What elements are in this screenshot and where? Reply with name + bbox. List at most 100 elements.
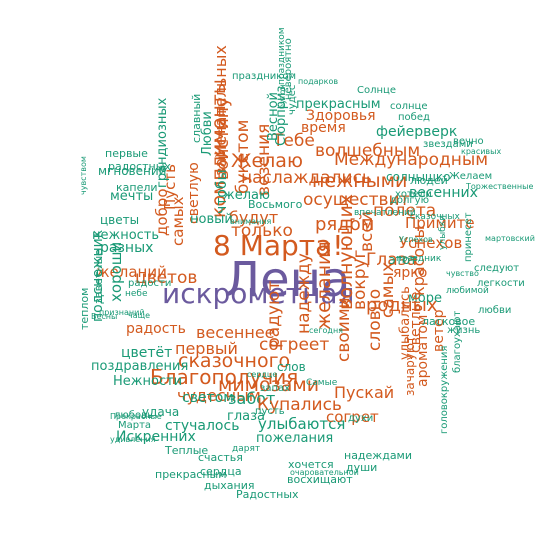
cloud-word: заветные <box>92 249 105 304</box>
cloud-word: Прекрасные <box>110 412 162 421</box>
cloud-word: сказочного <box>178 350 291 372</box>
cloud-word: будут <box>229 208 279 227</box>
cloud-word: любви <box>478 305 512 316</box>
cloud-word: хочется <box>288 458 334 471</box>
cloud-word: нежными <box>312 170 408 192</box>
cloud-word: осуществит <box>303 190 410 210</box>
cloud-word: Теплые <box>165 444 209 457</box>
cloud-word: звездами <box>423 139 473 150</box>
cloud-word: Тебе <box>273 131 315 151</box>
cloud-word: долгую <box>390 195 430 206</box>
cloud-word: чудесным <box>177 386 261 405</box>
cloud-word: зачаруют <box>403 336 417 396</box>
cloud-word: надежду <box>294 253 314 334</box>
cloud-word: Лена <box>224 252 351 308</box>
cloud-word: нежность <box>92 228 160 243</box>
cloud-word: красивых <box>461 147 502 156</box>
cloud-word: Благополучия <box>150 365 299 389</box>
cloud-word: чаще <box>128 311 151 320</box>
cloud-word: радуют <box>264 280 284 348</box>
cloud-word: пусть <box>255 406 285 417</box>
cloud-word: Примите <box>405 214 475 232</box>
cloud-word: первый <box>175 339 238 358</box>
cloud-word: искрометная <box>162 277 355 310</box>
cloud-word: удивления <box>110 435 156 444</box>
cloud-word: желания <box>313 241 335 330</box>
cloud-word: полета <box>373 201 437 221</box>
cloud-word: букетом <box>233 119 253 194</box>
cloud-word: дарят <box>232 444 261 454</box>
cloud-word: Успехов <box>399 234 463 252</box>
cloud-word: поздравления <box>91 359 189 374</box>
cloud-word: Искренних <box>116 429 196 445</box>
cloud-word: следуют <box>474 263 520 274</box>
cloud-word: глаза <box>227 409 265 424</box>
cloud-word: удача <box>142 405 180 419</box>
cloud-word: подарков <box>298 77 339 86</box>
cloud-word: принесет <box>463 212 474 262</box>
cloud-word: Пускай <box>334 383 395 402</box>
cloud-word: признаний <box>99 308 145 317</box>
cloud-word: Здоровья <box>306 108 376 124</box>
cloud-word: забот <box>228 389 276 408</box>
cloud-word: весенних <box>409 185 478 201</box>
cloud-word: вечно <box>453 136 484 147</box>
cloud-word: очаровательной <box>290 468 359 477</box>
cloud-word: фейерверк <box>376 124 458 140</box>
cloud-word: радости <box>128 278 172 289</box>
cloud-word: согреет <box>259 335 330 355</box>
cloud-word: словно <box>365 288 385 351</box>
cloud-word: Нежности <box>113 374 183 389</box>
cloud-word: только <box>231 221 293 241</box>
cloud-word: Желаю <box>231 150 303 172</box>
cloud-word: Желаем <box>449 171 493 182</box>
cloud-word: праздник <box>396 254 442 264</box>
cloud-word: первые <box>105 147 148 160</box>
cloud-word: волшебным <box>315 141 421 161</box>
cloud-word: чувством <box>79 156 88 195</box>
cloud-word: прекрасным <box>155 468 227 481</box>
cloud-word: праздником <box>232 71 296 82</box>
cloud-word: 8 Марта! <box>213 229 344 262</box>
cloud-word: капели <box>116 181 158 194</box>
cloud-word: стучалось <box>165 418 240 434</box>
cloud-word: радость <box>126 321 186 337</box>
cloud-word: наслаждались <box>241 168 372 188</box>
cloud-word: духи <box>348 413 374 424</box>
cloud-word: славный <box>190 93 203 143</box>
cloud-word: головокружения <box>439 345 450 434</box>
cloud-word: восхищают <box>287 473 353 486</box>
cloud-word: любовь <box>114 410 153 421</box>
cloud-word: сегодня <box>309 326 343 335</box>
cloud-word: светом <box>182 390 234 406</box>
cloud-word: войстину <box>213 97 233 180</box>
cloud-word: внимания <box>230 217 272 226</box>
cloud-word: Весны <box>91 312 118 321</box>
cloud-word: этот <box>389 253 417 267</box>
cloud-word: души <box>346 461 378 474</box>
cloud-word: легкости <box>477 278 525 289</box>
cloud-word: весеннее <box>196 323 275 342</box>
cloud-word: цветов <box>135 268 198 288</box>
cloud-word: новый <box>190 212 233 227</box>
cloud-word: мгновений <box>98 164 167 178</box>
cloud-word: хотели <box>395 189 432 200</box>
cloud-word: мечты <box>110 189 154 204</box>
cloud-word: мимозами <box>218 374 320 396</box>
cloud-word: счастья <box>198 451 243 464</box>
cloud-word: желаний <box>96 263 167 281</box>
cloud-word: желаю <box>223 188 270 203</box>
cloud-word: дыхания <box>204 479 255 492</box>
cloud-word: Радостных <box>236 488 299 501</box>
cloud-word: улыбки <box>438 214 448 250</box>
cloud-word: рядом <box>315 214 375 235</box>
cloud-word: цветёт <box>121 345 173 361</box>
cloud-word: цветы <box>100 213 140 227</box>
cloud-word: согрет <box>326 408 379 426</box>
cloud-word: прекрасным <box>296 97 381 112</box>
cloud-word: море <box>408 291 443 306</box>
cloud-word: радостных <box>108 160 171 173</box>
cloud-word: надеждами <box>344 449 413 462</box>
cloud-word: улыбаются <box>258 415 346 433</box>
